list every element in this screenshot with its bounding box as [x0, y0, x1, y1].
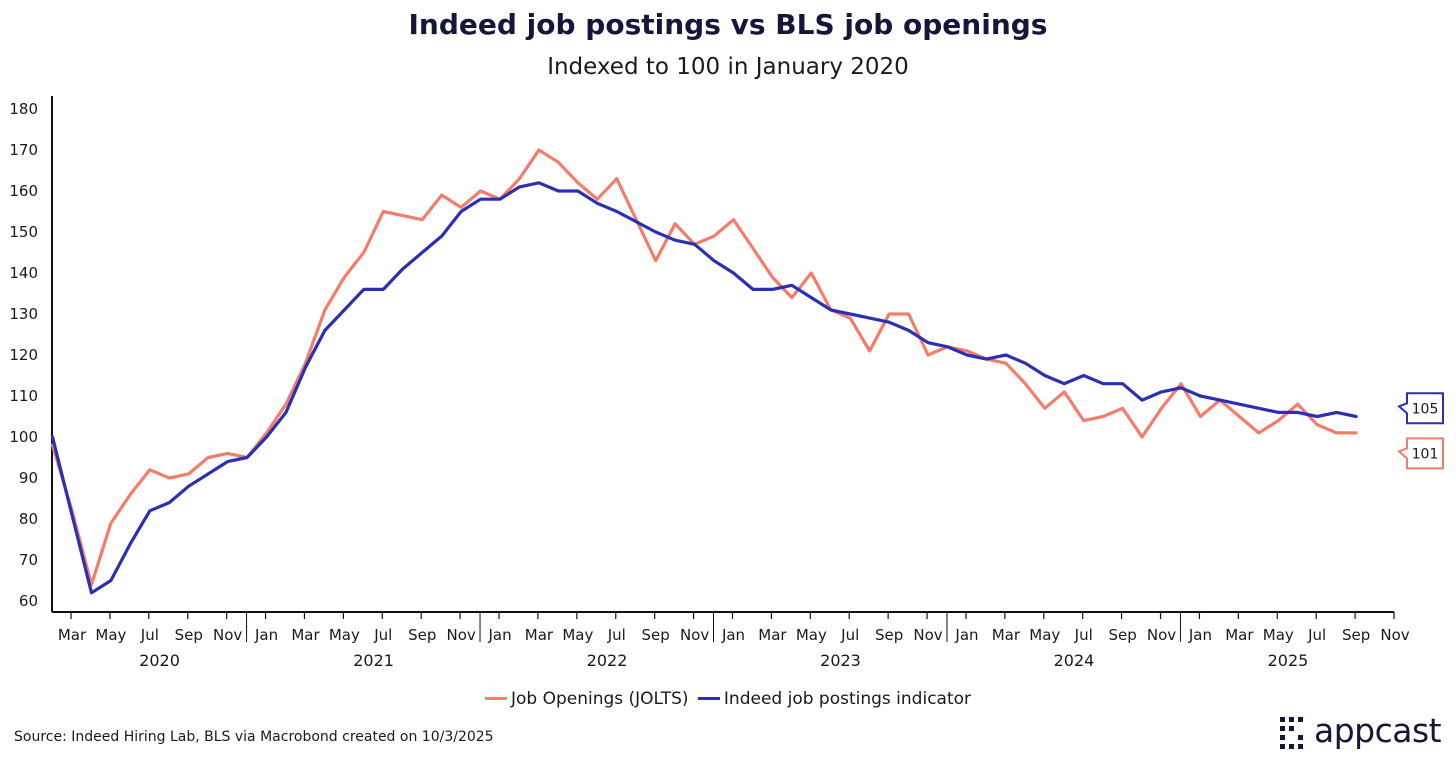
year-label: 2021	[353, 651, 394, 670]
x-tick-label: Nov	[213, 626, 242, 644]
x-tick-label: Jul	[140, 626, 159, 644]
y-tick-label: 150	[9, 223, 38, 241]
x-tick-label: Jan	[254, 626, 278, 644]
x-tick-label: Mar	[1225, 626, 1254, 644]
legend-item-jolts: Job Openings (JOLTS)	[484, 688, 689, 709]
x-tick-label: Jan	[721, 626, 745, 644]
x-tick-label: Sep	[408, 626, 436, 644]
chart-legend: Job Openings (JOLTS) Indeed job postings…	[0, 685, 1456, 709]
x-tick-label: May	[1263, 626, 1294, 644]
x-tick-label: Sep	[642, 626, 670, 644]
y-tick-label: 110	[9, 387, 38, 405]
x-tick-label: Mar	[58, 626, 87, 644]
y-tick-label: 160	[9, 182, 38, 200]
x-tick-label: Nov	[1380, 626, 1409, 644]
logo-dot	[1280, 717, 1285, 722]
year-label: 2020	[139, 651, 180, 670]
x-tick-label: Nov	[913, 626, 942, 644]
y-tick-label: 120	[9, 346, 38, 364]
year-label: 2024	[1054, 651, 1095, 670]
y-tick-label: 60	[19, 592, 38, 610]
y-tick-label: 90	[19, 469, 38, 487]
y-tick-label: 180	[9, 100, 38, 118]
logo-dot	[1289, 726, 1294, 731]
logo-dot	[1280, 735, 1285, 740]
x-tick-label: Mar	[758, 626, 787, 644]
x-tick-label: Jul	[1074, 626, 1093, 644]
year-label: 2023	[820, 651, 861, 670]
end-label-indeed: 105	[1412, 401, 1439, 417]
x-tick-label: May	[796, 626, 827, 644]
source-note: Source: Indeed Hiring Lab, BLS via Macro…	[14, 729, 494, 745]
x-tick-label: Sep	[175, 626, 203, 644]
legend-label-jolts: Job Openings (JOLTS)	[510, 688, 689, 709]
x-tick-label: Nov	[446, 626, 475, 644]
end-label-jolts: 101	[1412, 446, 1439, 462]
x-tick-label: Jul	[840, 626, 859, 644]
x-tick-label: Nov	[680, 626, 709, 644]
logo-dot	[1298, 717, 1303, 722]
logo-dot	[1298, 744, 1303, 749]
legend-swatch-indeed	[697, 697, 720, 700]
x-tick-label: Jul	[1307, 626, 1326, 644]
logo-dot	[1280, 726, 1285, 731]
x-tick-label: Jan	[487, 626, 511, 644]
end-label-box-jolts	[1397, 437, 1444, 470]
y-tick-label: 100	[9, 428, 38, 446]
x-tick-label: May	[562, 626, 593, 644]
logo-dot	[1298, 735, 1303, 740]
legend-item-indeed: Indeed job postings indicator	[697, 688, 972, 709]
appcast-logo: appcast	[1278, 711, 1448, 753]
chart-title: Indeed job postings vs BLS job openings	[408, 8, 1048, 41]
logo-dot	[1289, 717, 1294, 722]
chart-subtitle: Indexed to 100 in January 2020	[547, 54, 909, 80]
x-tick-label: May	[95, 626, 126, 644]
y-tick-label: 80	[19, 510, 38, 528]
x-tick-label: Sep	[875, 626, 903, 644]
logo-dot	[1280, 744, 1285, 749]
x-tick-label: Jan	[954, 626, 978, 644]
end-label-box-indeed	[1397, 392, 1444, 425]
x-tick-label: Jul	[373, 626, 392, 644]
y-tick-label: 70	[19, 551, 38, 569]
series-line-indeed	[50, 181, 1358, 595]
logo-dot	[1289, 744, 1294, 749]
legend-swatch-jolts	[484, 697, 507, 700]
y-tick-label: 170	[9, 141, 38, 159]
x-tick-label: May	[329, 626, 360, 644]
year-label: 2025	[1268, 651, 1309, 670]
line-chart: 60 70 80 90 100 110 120 130 140 150 160 170 180 Mar Ma…	[9, 96, 1444, 670]
x-tick-label: Mar	[992, 626, 1021, 644]
x-tick-label: Sep	[1342, 626, 1370, 644]
logo-text: appcast	[1314, 711, 1442, 750]
x-tick-label: Sep	[1108, 626, 1136, 644]
x-tick-label: Nov	[1147, 626, 1176, 644]
x-tick-label: Jul	[607, 626, 626, 644]
y-tick-label: 130	[9, 305, 38, 323]
x-tick-label: Mar	[291, 626, 320, 644]
legend-label-indeed: Indeed job postings indicator	[723, 688, 972, 709]
year-label: 2022	[587, 651, 628, 670]
x-tick-label: May	[1029, 626, 1060, 644]
x-tick-label: Mar	[525, 626, 554, 644]
x-tick-label: Jan	[1188, 626, 1212, 644]
y-tick-label: 140	[9, 264, 38, 282]
series-line-jolts	[50, 148, 1358, 587]
